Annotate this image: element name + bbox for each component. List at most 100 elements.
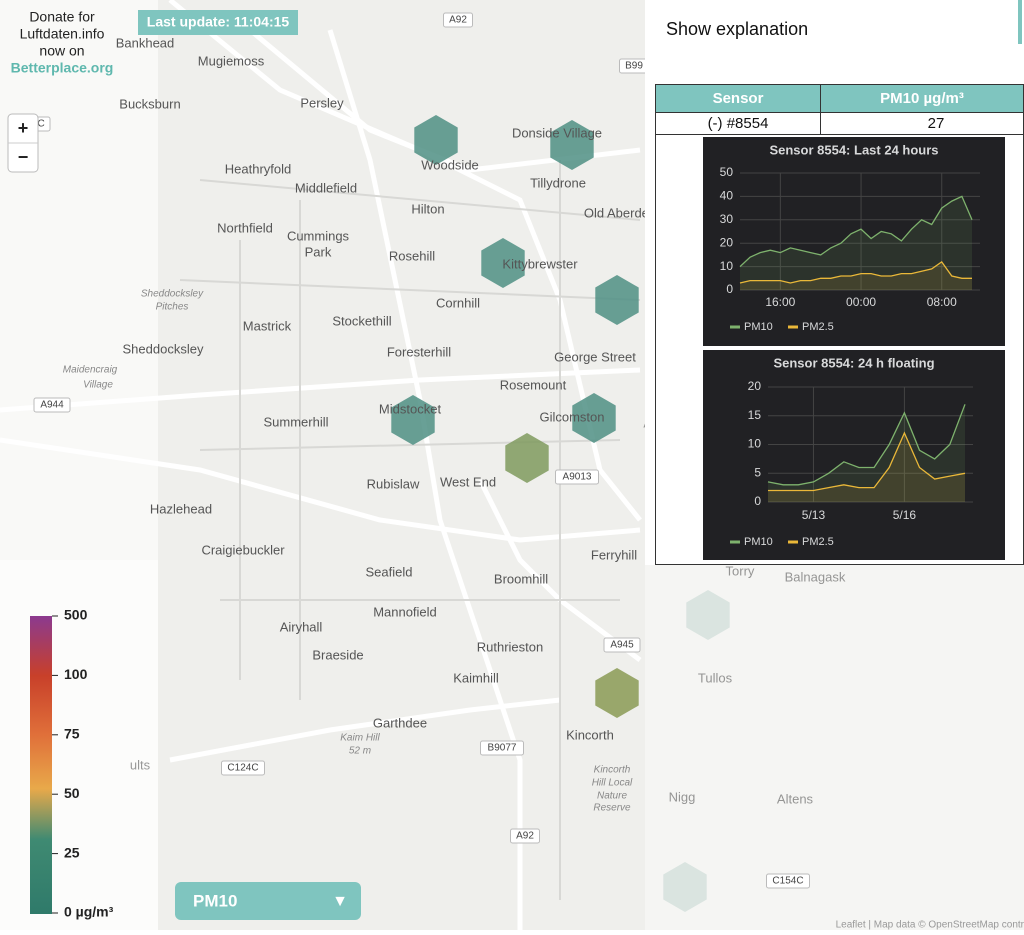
area-label: Sheddocksley [141,289,204,300]
series-line [739,195,973,268]
x-tick-label: 5/16 [893,508,917,522]
place-label: Park [305,244,332,259]
y-tick-label: 10 [748,437,762,451]
area-label: Kincorth [594,765,631,776]
place-label: Bucksburn [119,96,180,111]
place-label: West End [440,474,496,489]
chart-panel [703,137,1005,346]
place-label: Woodside [421,157,479,172]
place-label: Rosemount [500,377,567,392]
place-label: Tullos [698,670,733,685]
y-tick-label: 50 [720,165,734,179]
place-label: Altens [777,791,814,806]
series-line [768,431,966,492]
place-label: Broomhill [494,571,548,586]
place-label: George Street [554,349,636,364]
road-badge [33,397,71,413]
x-tick-label: 16:00 [765,295,795,309]
series-area [740,196,972,290]
y-tick-label: 0 [726,282,733,296]
table-header-cell: PM10 µg/m³ [880,90,964,107]
scale-label: 50 [64,785,80,801]
place-label: Seafield [366,564,413,579]
place-label: Kaimhill [453,670,499,685]
y-tick-label: 40 [720,189,734,203]
place-label: Sheddocksley [123,341,204,356]
place-label: Balnagask [785,569,846,584]
place-label: Torry [726,563,755,578]
place-label: Middlefield [295,180,357,195]
table-header [655,84,1024,113]
place-label: Midstocket [379,401,442,416]
left-overlay [0,0,158,560]
table-cell[interactable]: (-) #8554 [708,115,769,132]
series-line [739,260,972,284]
road-label: B9077 [488,743,517,754]
sensor-hexagon [505,433,549,483]
road-badge [443,12,473,28]
place-label: Craigiebuckler [201,542,285,557]
show-explanation[interactable]: Show explanation [666,19,808,39]
select-arrow[interactable]: ▼ [332,893,348,910]
legend-label: PM2.5 [802,321,834,333]
area-label: Village [83,380,113,391]
place-label: Foresterhill [387,344,451,359]
scale-label: 75 [64,726,80,742]
last-update: Last update: 11:04:15 [147,14,290,30]
legend-label: PM10 [744,536,773,548]
sensor-hexagon [595,668,639,718]
place-label: Stockethill [332,313,391,328]
sensor-hexagon [595,275,639,325]
table-header-cell: Sensor [713,90,764,107]
series-area [740,261,972,290]
place-label: ults [130,757,151,772]
area-label: Hill Local [592,778,633,789]
series-line [767,404,966,486]
road-label: C124C [227,763,258,774]
place-label: Mastrick [243,318,292,333]
road-badge [221,760,265,776]
place-label: Garthdee [373,715,427,730]
place-label: Mugiemoss [198,53,265,68]
place-label: Rosehill [389,248,435,263]
series-area [768,433,965,502]
scale-ticks: 0 µg/m³ 25 50 75 100 500 [52,607,114,920]
charts: Sensor 8554: Last 24 hours0102030405016:… [720,142,980,548]
x-tick-label: 5/13 [802,508,826,522]
place-label: Cummings [287,228,350,243]
select-value[interactable]: PM10 [193,891,237,910]
sensor-hexagon [481,238,525,288]
color-scale [30,616,52,914]
map-labels: Bankhead Mugiemoss Bucksburn Persley Heathry… [13,12,846,889]
place-label: Summerhill [263,414,328,429]
road-label: A944 [40,400,64,411]
road-label: A92 [449,15,467,26]
place-label: Bankhead [116,35,175,50]
area-label: Kaim Hill [340,733,380,744]
place-label: Rubislaw [367,476,420,491]
place-label: Tillydrone [530,175,586,190]
zoom-out[interactable]: − [18,147,29,167]
road-badge [510,828,540,844]
chart-title: Sensor 8554: 24 h floating [773,355,934,370]
place-label: Hazlehead [150,501,212,516]
attribution[interactable]: Leaflet | Map data © OpenStreetMap contr [836,920,1024,931]
donate-link[interactable]: Betterplace.org [11,60,114,76]
place-label: Ferryhill [591,547,637,562]
chart-panel [703,350,1005,560]
y-tick-label: 30 [720,212,734,226]
sensor-hexagon [572,393,616,443]
place-label: Kittybrewster [502,256,578,271]
sensor-hexagon [663,862,707,912]
donate-text: now on [39,43,84,59]
area-label: Nature [597,791,627,802]
zoom-in[interactable]: + [18,118,29,138]
road-badge [480,740,524,756]
scroll-indicator [1018,0,1022,44]
x-tick-label: 08:00 [927,295,957,309]
pollutant-select[interactable] [175,882,361,920]
x-tick-label: 00:00 [846,295,876,309]
road-label: A9013 [563,472,592,483]
place-label: Braeside [312,647,363,662]
